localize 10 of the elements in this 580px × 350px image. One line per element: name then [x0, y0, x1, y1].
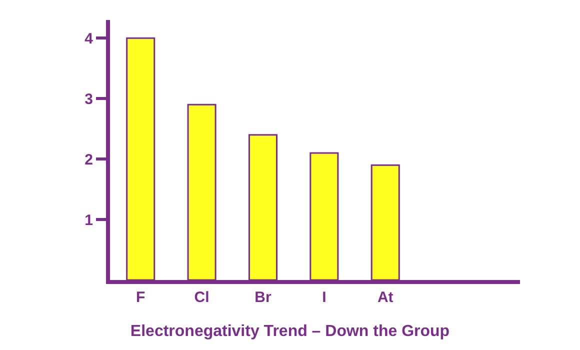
- x-tick-label: F: [136, 289, 146, 306]
- text: Electronegativity Trend – Down the Group: [130, 323, 450, 340]
- y-tick-label: 3: [84, 90, 93, 108]
- y-tick-label: 2: [84, 151, 93, 168]
- x-tick-label: Cl: [194, 289, 210, 306]
- x-tick-label: Br: [254, 289, 272, 306]
- y-tick-label: 4: [84, 30, 94, 48]
- x-tick-label: I: [322, 289, 326, 306]
- y-tick-label: 1: [84, 212, 93, 229]
- x-tick-label: At: [377, 289, 394, 306]
